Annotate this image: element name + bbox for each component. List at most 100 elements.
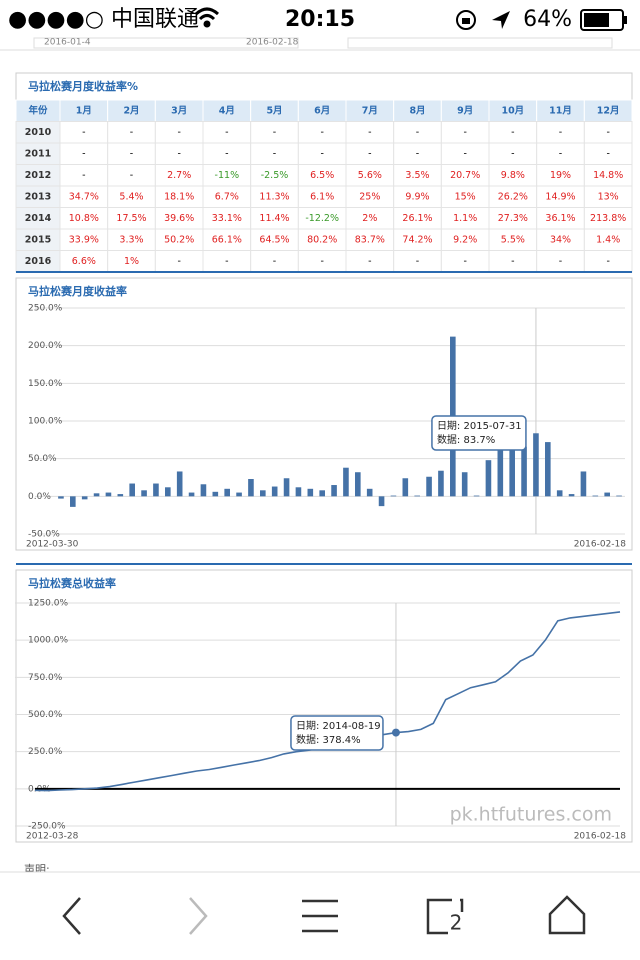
home-button[interactable] bbox=[548, 895, 586, 935]
battery-percent: 64% bbox=[523, 7, 572, 32]
y-tick-label: 250.0% bbox=[28, 747, 63, 757]
value-text: 17.5% bbox=[116, 213, 146, 224]
value-text: 9.2% bbox=[453, 234, 477, 245]
table: 马拉松赛月度收益率% 年份 1月 2月 3月 4月 5月 6月 7月 8月 9月 10月 11月 12月 2… bbox=[15, 72, 633, 273]
y-tick-label: 150.0% bbox=[28, 379, 63, 389]
table-title: 马拉松赛月度收益率% bbox=[28, 79, 138, 93]
menu-button[interactable] bbox=[302, 899, 338, 933]
value-text: - bbox=[82, 127, 85, 138]
value-text: 83.7% bbox=[355, 234, 385, 245]
header-text: 年份 bbox=[28, 104, 48, 116]
chart-panel bbox=[15, 277, 633, 551]
y-tick-label: -50.0% bbox=[28, 530, 60, 540]
value-text: 13% bbox=[598, 191, 619, 202]
value-text: 10.8% bbox=[69, 213, 99, 224]
value-text: 15% bbox=[455, 191, 476, 202]
value-text: 3.5% bbox=[405, 170, 429, 181]
bar bbox=[509, 448, 515, 497]
value-text: - bbox=[463, 256, 466, 267]
value-text: 25% bbox=[359, 191, 380, 202]
year-text: 2013 bbox=[25, 191, 51, 202]
bar bbox=[497, 447, 504, 497]
value-text: 27.3% bbox=[498, 213, 528, 224]
y-tick-label: 500.0% bbox=[28, 710, 63, 720]
bar bbox=[319, 490, 325, 497]
watermark: pk.htfutures.com bbox=[450, 804, 612, 826]
value-text: 1% bbox=[124, 256, 139, 267]
bar bbox=[426, 476, 432, 497]
bar bbox=[331, 485, 337, 497]
bar bbox=[141, 490, 147, 497]
year-text: 2010 bbox=[25, 127, 52, 138]
value-text: - bbox=[559, 256, 562, 267]
value-text: - bbox=[368, 148, 371, 159]
bar bbox=[117, 494, 124, 497]
value-text: 14.8% bbox=[593, 170, 623, 181]
value-text: - bbox=[559, 148, 562, 159]
battery-icon bbox=[580, 9, 627, 31]
bar bbox=[580, 471, 587, 497]
header-text: 4月 bbox=[219, 105, 235, 116]
y-tick-label: 750.0% bbox=[28, 673, 63, 683]
value-text: 33.1% bbox=[212, 213, 242, 224]
value-text: - bbox=[416, 148, 419, 159]
year-text: 2015 bbox=[25, 234, 51, 245]
year-text: 2016 bbox=[25, 256, 52, 267]
value-text: 6.1% bbox=[310, 191, 334, 202]
value-text: 64.5% bbox=[259, 234, 289, 245]
value-text: 14.9% bbox=[545, 191, 575, 202]
bar bbox=[200, 484, 207, 497]
bar bbox=[414, 495, 420, 497]
header-text: 12月 bbox=[597, 105, 620, 116]
bar bbox=[461, 472, 468, 497]
value-text: 5.5% bbox=[501, 234, 525, 245]
value-text: 11.3% bbox=[259, 191, 289, 202]
tooltip-text: 数据: 83.7% bbox=[437, 433, 495, 446]
point bbox=[391, 728, 400, 737]
header-text: 10月 bbox=[501, 105, 524, 116]
bar bbox=[81, 496, 88, 500]
status-icons bbox=[456, 10, 510, 30]
value-text: 1.1% bbox=[453, 213, 477, 224]
chart-title: 马拉松赛总收益率 bbox=[28, 576, 116, 590]
header-text: 9月 bbox=[457, 105, 473, 116]
value-text: 9.8% bbox=[501, 170, 525, 181]
value-text: 213.8% bbox=[590, 213, 626, 224]
back-button[interactable] bbox=[62, 897, 81, 935]
header-text: 8月 bbox=[409, 105, 425, 116]
value-text: - bbox=[320, 148, 323, 159]
value-text: - bbox=[177, 148, 180, 159]
value-text: - bbox=[177, 256, 180, 267]
value-text: 33.9% bbox=[69, 234, 99, 245]
value-text: 66.1% bbox=[212, 234, 242, 245]
tabs-button[interactable]: 2 bbox=[426, 898, 464, 935]
value-text: 11.4% bbox=[259, 213, 289, 224]
value-text: 34% bbox=[550, 234, 571, 245]
value-text: - bbox=[225, 127, 228, 138]
y-tick-label: 100.0% bbox=[28, 417, 63, 427]
value-text: - bbox=[606, 256, 609, 267]
value-text: - bbox=[416, 256, 419, 267]
tooltip bbox=[290, 715, 384, 751]
year-text: 2012 bbox=[25, 170, 51, 181]
value-text: - bbox=[320, 256, 323, 267]
value-text: - bbox=[273, 127, 276, 138]
header-text: 6月 bbox=[314, 105, 330, 116]
y-tick-label: 1250.0% bbox=[28, 599, 68, 609]
value-text: - bbox=[416, 127, 419, 138]
bar bbox=[545, 442, 551, 497]
bar bbox=[93, 493, 100, 497]
charts: 马拉松赛月度收益率 -50.0% 0.0% 50.0% 100.0% 150.0% 200.… bbox=[15, 271, 633, 843]
value-text: -11% bbox=[215, 170, 240, 181]
forward-button[interactable] bbox=[189, 897, 208, 935]
value-text: -12.2% bbox=[305, 213, 339, 224]
wifi-icon bbox=[194, 7, 220, 28]
x-tick-label: 2012-03-28 bbox=[26, 832, 79, 842]
value-text: - bbox=[273, 148, 276, 159]
value-text: 1.4% bbox=[596, 234, 620, 245]
bar bbox=[355, 472, 361, 497]
value-text: - bbox=[463, 127, 466, 138]
bar bbox=[390, 495, 397, 497]
value-text: - bbox=[511, 256, 514, 267]
